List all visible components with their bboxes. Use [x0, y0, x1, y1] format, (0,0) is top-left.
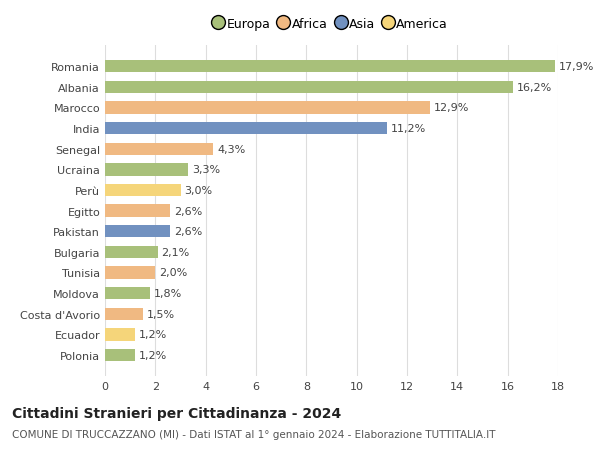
Bar: [105, 246, 158, 258]
Legend: Europa, Africa, Asia, America: Europa, Africa, Asia, America: [210, 12, 453, 35]
Text: 4,3%: 4,3%: [217, 145, 245, 154]
Text: 12,9%: 12,9%: [433, 103, 469, 113]
Text: 1,8%: 1,8%: [154, 288, 182, 298]
Text: 1,5%: 1,5%: [146, 309, 175, 319]
Bar: [105, 205, 170, 217]
Text: 2,0%: 2,0%: [159, 268, 187, 278]
Text: 3,3%: 3,3%: [192, 165, 220, 175]
Bar: [105, 143, 213, 156]
Text: 17,9%: 17,9%: [559, 62, 595, 72]
Text: 16,2%: 16,2%: [517, 83, 552, 93]
Text: 2,1%: 2,1%: [161, 247, 190, 257]
Bar: [105, 185, 181, 197]
Text: 11,2%: 11,2%: [391, 124, 426, 134]
Text: Cittadini Stranieri per Cittadinanza - 2024: Cittadini Stranieri per Cittadinanza - 2…: [12, 406, 341, 420]
Bar: [105, 82, 513, 94]
Text: 2,6%: 2,6%: [174, 227, 202, 237]
Bar: [105, 102, 430, 114]
Bar: [105, 225, 170, 238]
Text: 1,2%: 1,2%: [139, 330, 167, 340]
Text: 1,2%: 1,2%: [139, 350, 167, 360]
Bar: [105, 308, 143, 320]
Text: COMUNE DI TRUCCAZZANO (MI) - Dati ISTAT al 1° gennaio 2024 - Elaborazione TUTTIT: COMUNE DI TRUCCAZZANO (MI) - Dati ISTAT …: [12, 429, 496, 439]
Bar: [105, 287, 151, 300]
Bar: [105, 267, 155, 279]
Bar: [105, 123, 387, 135]
Bar: [105, 349, 135, 361]
Bar: [105, 61, 556, 73]
Text: 3,0%: 3,0%: [184, 185, 212, 196]
Text: 2,6%: 2,6%: [174, 206, 202, 216]
Bar: [105, 164, 188, 176]
Bar: [105, 329, 135, 341]
